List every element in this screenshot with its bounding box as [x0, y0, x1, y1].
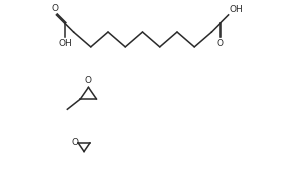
Text: OH: OH — [58, 39, 72, 48]
Text: OH: OH — [229, 5, 243, 14]
Text: O: O — [217, 39, 223, 48]
Text: O: O — [71, 139, 78, 147]
Text: O: O — [52, 4, 59, 13]
Text: O: O — [85, 76, 92, 85]
